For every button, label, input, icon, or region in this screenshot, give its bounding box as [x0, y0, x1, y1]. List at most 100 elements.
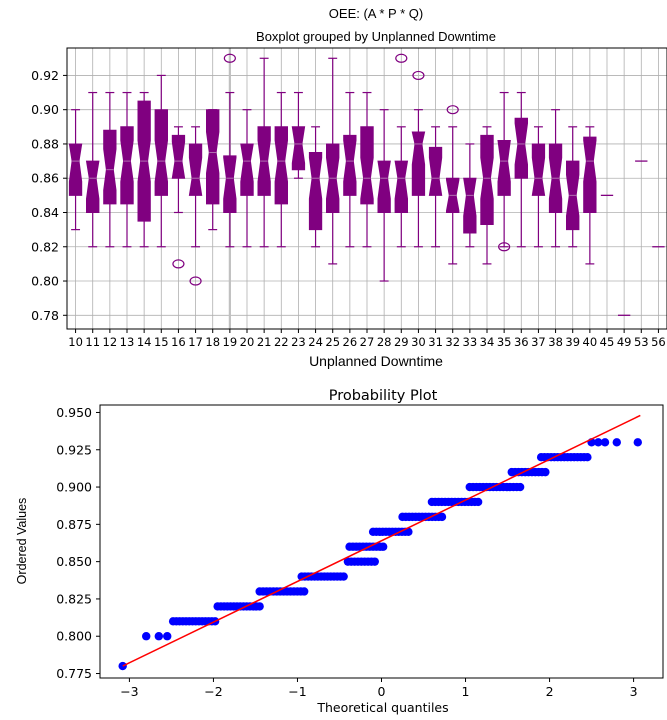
x-tick-label: 53	[634, 335, 649, 349]
y-tick-label: 0.88	[31, 136, 59, 151]
notched-box	[377, 160, 391, 213]
x-tick-label: 14	[137, 335, 152, 349]
data-point	[515, 482, 525, 492]
x-tick-label: 2	[546, 684, 554, 699]
x-tick-label: 3	[630, 684, 638, 699]
outlier-point	[412, 70, 425, 81]
notched-box	[68, 143, 83, 196]
x-tick-label: 40	[583, 335, 598, 349]
y-tick-label: 0.950	[56, 405, 92, 420]
notched-box	[308, 152, 323, 231]
outlier-point	[498, 242, 511, 252]
x-tick-label: 28	[377, 335, 392, 349]
y-tick-label: 0.925	[56, 442, 92, 457]
y-tick-label: 0.775	[56, 666, 92, 681]
y-tick-label: 0.800	[56, 629, 92, 644]
notched-box	[154, 109, 168, 196]
notched-box	[120, 126, 134, 205]
probability-plot: Probability Plot 0.775 0.800 0.825 0.850 0.8…	[15, 388, 664, 715]
data-point	[154, 632, 164, 641]
x-tick-label: 10	[68, 335, 83, 349]
notched-box	[343, 134, 357, 196]
data-point	[594, 438, 603, 447]
y-tick-label: 0.825	[56, 591, 92, 606]
y-tick-label: 0.875	[56, 517, 92, 532]
x-tick-label: 38	[548, 335, 563, 349]
outlier-point	[223, 53, 236, 63]
x-tick-label: 15	[154, 335, 169, 349]
x-tick-label: 0	[378, 684, 386, 699]
x-tick-label: 25	[325, 335, 340, 349]
y-axis-label: Ordered Values	[15, 498, 29, 585]
data-point	[541, 467, 550, 477]
x-tick-label: 33	[463, 335, 478, 349]
notched-box	[240, 143, 254, 196]
x-tick-label: 22	[274, 335, 289, 349]
notched-box	[411, 131, 426, 196]
y-tick-label: 0.82	[31, 239, 59, 254]
x-tick-label: 27	[360, 335, 375, 349]
x-tick-label: 23	[291, 335, 306, 349]
y-tick-label: 0.86	[31, 171, 59, 186]
x-tick-label: 26	[343, 335, 358, 349]
notched-box	[223, 155, 237, 213]
x-tick-label: 39	[565, 335, 580, 349]
notched-box	[171, 134, 186, 179]
y-tick-label: 0.900	[56, 480, 92, 495]
x-axis-label: Unplanned Downtime	[309, 353, 443, 369]
y-tick-label: 0.84	[31, 205, 59, 220]
notched-box	[360, 126, 374, 205]
boxplot-chart: OEE: (A * P * Q) Boxplot grouped by Unpl…	[31, 6, 667, 369]
data-point	[600, 438, 610, 447]
x-tick-label: 11	[85, 335, 100, 349]
x-tick-label: 37	[531, 335, 546, 349]
x-tick-label: 49	[617, 335, 632, 349]
notched-box	[480, 134, 494, 225]
data-point	[612, 438, 621, 447]
outlier-point	[172, 259, 185, 269]
x-tick-label: 45	[600, 335, 615, 349]
x-tick-label: 31	[428, 335, 443, 349]
data-point	[299, 587, 309, 596]
notched-box	[85, 160, 100, 213]
y-tick-label: 0.90	[31, 102, 59, 117]
x-tick-label: 35	[497, 335, 512, 349]
data-point	[163, 632, 172, 641]
notched-box	[291, 126, 306, 171]
notched-box	[394, 160, 409, 213]
data-point	[437, 512, 447, 522]
notched-box	[531, 143, 546, 196]
x-tick-label: 13	[120, 335, 135, 349]
chart-title: OEE: (A * P * Q)	[329, 6, 423, 21]
y-tick-label: 0.92	[31, 68, 59, 83]
data-point	[142, 632, 151, 641]
notched-box	[274, 126, 288, 205]
notched-box	[497, 140, 511, 196]
y-tick-label: 0.80	[31, 274, 59, 289]
outlier-point	[446, 105, 459, 115]
x-tick-label: 56	[651, 335, 666, 349]
outlier-point	[395, 53, 408, 63]
data-point	[378, 542, 388, 551]
x-tick-label: 32	[445, 335, 460, 349]
x-tick-label: 19	[223, 335, 238, 349]
notched-box	[514, 117, 528, 179]
y-tick-label: 0.78	[31, 308, 59, 323]
x-tick-label: 17	[188, 335, 203, 349]
data-point	[339, 572, 348, 581]
data-point	[255, 602, 264, 611]
x-tick-label: 30	[411, 335, 426, 349]
x-tick-label: −2	[204, 684, 222, 699]
x-tick-label: 21	[257, 335, 272, 349]
x-tick-label: 20	[240, 335, 255, 349]
data-point	[633, 438, 642, 447]
x-tick-label: 16	[171, 335, 186, 349]
notched-box	[583, 136, 597, 213]
x-axis-label: Theoretical quantiles	[316, 700, 448, 715]
data-point	[473, 497, 483, 507]
x-tick-label: 18	[205, 335, 220, 349]
x-tick-label: 36	[514, 335, 529, 349]
x-tick-label: −3	[120, 684, 138, 699]
outlier-point	[189, 276, 202, 286]
chart-subtitle: Boxplot grouped by Unplanned Downtime	[256, 29, 496, 44]
